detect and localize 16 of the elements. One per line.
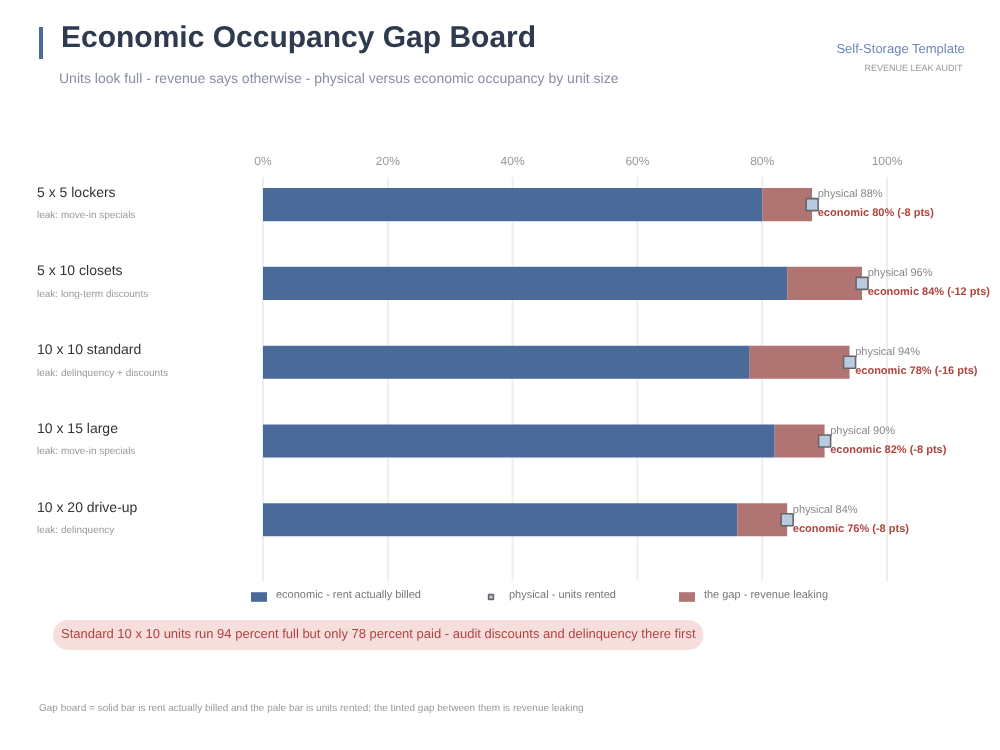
point <box>855 276 869 291</box>
bar <box>737 503 788 537</box>
bar <box>263 188 763 222</box>
bar <box>263 345 750 379</box>
bar <box>263 503 738 537</box>
bar <box>263 266 788 300</box>
point <box>805 197 819 212</box>
bar <box>762 188 813 222</box>
point <box>817 434 832 448</box>
chart-title: Economic Occupancy Gap Board <box>61 21 537 55</box>
point <box>842 355 857 369</box>
bar <box>787 266 863 300</box>
bar <box>263 424 775 458</box>
point <box>780 512 794 527</box>
bar <box>774 424 825 458</box>
bar <box>749 345 850 379</box>
